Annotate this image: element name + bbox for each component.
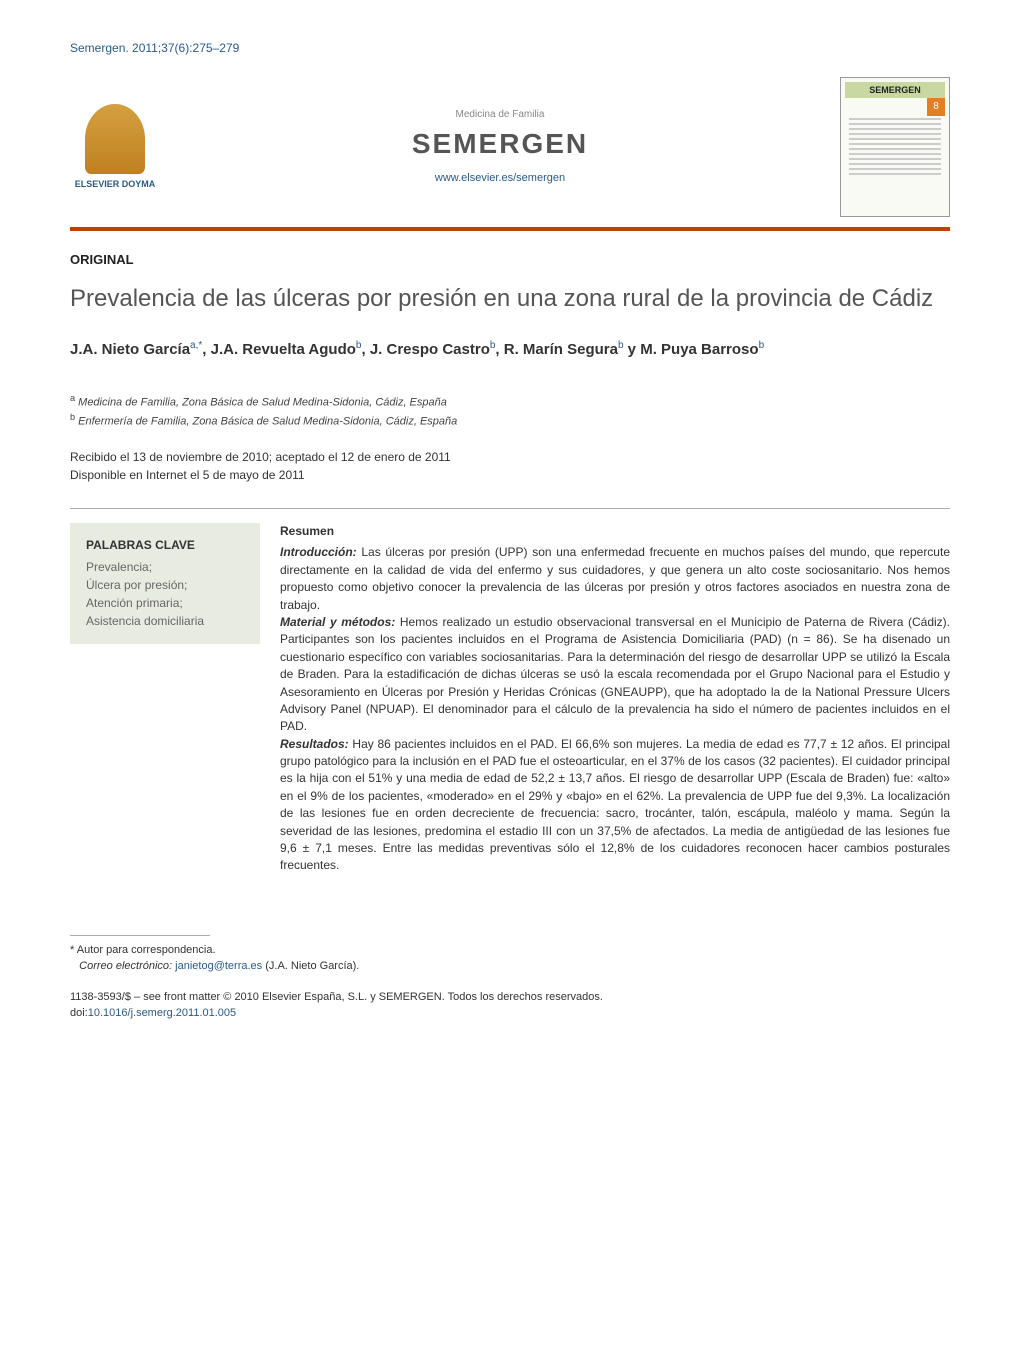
copyright-block: 1138-3593/$ – see front matter © 2010 El… — [70, 989, 950, 1022]
article-title: Prevalencia de las úlceras por presión e… — [70, 283, 950, 314]
corresponding-footnote: * Autor para correspondencia. Correo ele… — [70, 942, 950, 975]
article-type: ORIGINAL — [70, 251, 950, 269]
issn-copyright: 1138-3593/$ – see front matter © 2010 El… — [70, 989, 950, 1006]
footnote-separator — [70, 935, 210, 936]
abstract-heading: Resumen — [280, 523, 950, 540]
doi-link[interactable]: 10.1016/j.semerg.2011.01.005 — [88, 1007, 236, 1019]
article-dates: Recibido el 13 de noviembre de 2010; ace… — [70, 448, 950, 484]
keywords-box: PALABRAS CLAVE Prevalencia;Úlcera por pr… — [70, 523, 260, 644]
received-accepted-date: Recibido el 13 de noviembre de 2010; ace… — [70, 448, 950, 466]
cover-issue-badge: 8 — [927, 98, 945, 116]
journal-url[interactable]: www.elsevier.es/semergen — [160, 171, 840, 186]
affiliation-b: b Enfermería de Familia, Zona Básica de … — [70, 411, 950, 430]
journal-header: ELSEVIER DOYMA Medicina de Familia SEMER… — [70, 77, 950, 231]
authors-list: J.A. Nieto Garcíaa,*, J.A. Revuelta Agud… — [70, 338, 950, 362]
publisher-name: ELSEVIER DOYMA — [75, 178, 156, 191]
publisher-logo[interactable]: ELSEVIER DOYMA — [70, 92, 160, 202]
abstract-methods: Material y métodos: Hemos realizado un e… — [280, 614, 950, 736]
abstract-block: PALABRAS CLAVE Prevalencia;Úlcera por pr… — [70, 508, 950, 875]
journal-subtitle: Medicina de Familia — [160, 108, 840, 122]
abstract-intro: Introducción: Las úlceras por presión (U… — [280, 544, 950, 614]
cover-text-lines — [845, 118, 945, 175]
keywords-heading: PALABRAS CLAVE — [86, 537, 244, 554]
journal-cover-thumbnail[interactable]: SEMERGEN 8 — [840, 77, 950, 217]
journal-citation[interactable]: Semergen. 2011;37(6):275–279 — [70, 40, 950, 57]
affiliation-a: a Medicina de Familia, Zona Básica de Sa… — [70, 392, 950, 411]
online-date: Disponible en Internet el 5 de mayo de 2… — [70, 466, 950, 484]
corresponding-email[interactable]: janietog@terra.es — [175, 960, 262, 972]
affiliations: a Medicina de Familia, Zona Básica de Sa… — [70, 392, 950, 430]
abstract-results: Resultados: Hay 86 pacientes incluidos e… — [280, 736, 950, 875]
journal-masthead: Medicina de Familia SEMERGEN www.elsevie… — [160, 108, 840, 187]
abstract-content: Resumen Introducción: Las úlceras por pr… — [280, 523, 950, 875]
keywords-list: Prevalencia;Úlcera por presión;Atención … — [86, 558, 244, 630]
cover-title: SEMERGEN — [845, 82, 945, 99]
journal-name: SEMERGEN — [160, 124, 840, 163]
elsevier-tree-icon — [85, 104, 145, 174]
